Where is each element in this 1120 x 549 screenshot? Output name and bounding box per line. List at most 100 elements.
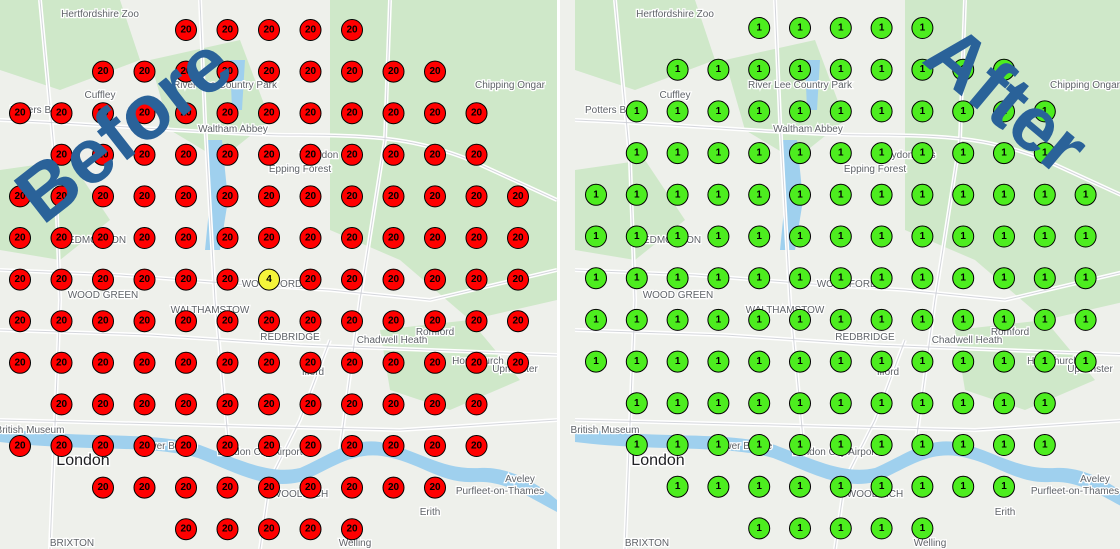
cluster-marker[interactable]: 20 bbox=[92, 310, 114, 333]
cluster-marker[interactable]: 1 bbox=[993, 225, 1015, 248]
cluster-marker[interactable]: 20 bbox=[382, 351, 405, 374]
cluster-marker[interactable]: 1 bbox=[911, 225, 934, 248]
cluster-marker[interactable]: 20 bbox=[424, 476, 446, 499]
cluster-marker[interactable]: 20 bbox=[507, 310, 529, 333]
cluster-marker[interactable]: 1 bbox=[625, 267, 648, 290]
cluster-marker[interactable]: 1 bbox=[870, 17, 893, 39]
cluster-marker[interactable]: 20 bbox=[424, 435, 446, 457]
cluster-marker[interactable]: 1 bbox=[625, 392, 648, 415]
cluster-marker[interactable]: 20 bbox=[9, 310, 31, 333]
cluster-marker[interactable]: 20 bbox=[424, 393, 446, 416]
cluster-marker[interactable]: 20 bbox=[465, 143, 488, 166]
cluster-marker[interactable]: 1 bbox=[585, 308, 607, 331]
cluster-marker[interactable]: 20 bbox=[258, 60, 280, 83]
cluster-marker[interactable]: 1 bbox=[748, 475, 771, 498]
cluster-marker[interactable]: 1 bbox=[789, 225, 811, 248]
cluster-marker[interactable]: 20 bbox=[341, 351, 363, 374]
cluster-marker[interactable]: 20 bbox=[258, 351, 280, 374]
cluster-marker[interactable]: 20 bbox=[258, 435, 280, 457]
cluster-marker[interactable]: 20 bbox=[133, 351, 156, 374]
cluster-marker[interactable]: 1 bbox=[952, 183, 975, 206]
cluster-marker[interactable]: 1 bbox=[911, 183, 934, 206]
cluster-marker[interactable]: 20 bbox=[50, 227, 73, 249]
cluster-marker[interactable]: 20 bbox=[216, 268, 239, 291]
cluster-marker[interactable]: 1 bbox=[829, 475, 852, 498]
cluster-marker[interactable]: 20 bbox=[258, 310, 280, 333]
cluster-marker[interactable]: 1 bbox=[625, 183, 648, 206]
cluster-marker[interactable]: 1 bbox=[993, 183, 1015, 206]
cluster-marker[interactable]: 20 bbox=[92, 185, 114, 208]
cluster-marker[interactable]: 20 bbox=[175, 60, 197, 83]
cluster-marker[interactable]: 1 bbox=[952, 100, 975, 123]
cluster-marker[interactable]: 1 bbox=[625, 308, 648, 331]
cluster-marker[interactable]: 1 bbox=[625, 225, 648, 248]
cluster-marker[interactable]: 1 bbox=[1033, 392, 1056, 415]
cluster-marker[interactable]: 1 bbox=[707, 100, 730, 123]
cluster-marker[interactable]: 20 bbox=[92, 393, 114, 416]
cluster-marker[interactable]: 20 bbox=[299, 60, 322, 83]
cluster-marker[interactable]: 20 bbox=[299, 518, 322, 541]
cluster-marker[interactable]: 1 bbox=[1074, 350, 1097, 373]
cluster-marker[interactable]: 1 bbox=[666, 434, 689, 456]
cluster-marker[interactable]: 1 bbox=[789, 392, 811, 415]
cluster-marker[interactable]: 20 bbox=[465, 393, 488, 416]
cluster-marker[interactable]: 1 bbox=[666, 392, 689, 415]
cluster-marker[interactable]: 1 bbox=[707, 350, 730, 373]
cluster-marker[interactable]: 1 bbox=[789, 183, 811, 206]
cluster-marker[interactable]: 1 bbox=[789, 17, 811, 39]
cluster-marker[interactable]: 20 bbox=[216, 476, 239, 499]
cluster-marker[interactable]: 20 bbox=[9, 268, 31, 291]
cluster-marker[interactable]: 1 bbox=[911, 142, 934, 165]
cluster-marker[interactable]: 1 bbox=[748, 392, 771, 415]
cluster-marker[interactable]: 20 bbox=[299, 19, 322, 41]
cluster-marker[interactable]: 1 bbox=[1033, 267, 1056, 290]
cluster-marker[interactable]: 20 bbox=[465, 351, 488, 374]
cluster-marker[interactable]: 20 bbox=[465, 268, 488, 291]
cluster-marker[interactable]: 20 bbox=[299, 310, 322, 333]
cluster-marker[interactable]: 1 bbox=[748, 434, 771, 456]
cluster-marker[interactable]: 20 bbox=[92, 227, 114, 249]
cluster-marker[interactable]: 20 bbox=[175, 185, 197, 208]
cluster-marker[interactable]: 1 bbox=[829, 392, 852, 415]
cluster-marker[interactable]: 20 bbox=[175, 268, 197, 291]
cluster-marker[interactable]: 20 bbox=[9, 435, 31, 457]
cluster-marker[interactable]: 1 bbox=[666, 225, 689, 248]
cluster-marker[interactable]: 20 bbox=[382, 435, 405, 457]
cluster-marker[interactable]: 1 bbox=[870, 58, 893, 81]
cluster-marker[interactable]: 20 bbox=[382, 476, 405, 499]
cluster-marker[interactable]: 20 bbox=[341, 310, 363, 333]
cluster-marker[interactable]: 1 bbox=[952, 475, 975, 498]
cluster-marker[interactable]: 1 bbox=[748, 183, 771, 206]
cluster-marker[interactable]: 1 bbox=[585, 183, 607, 206]
cluster-marker[interactable]: 20 bbox=[133, 102, 156, 125]
cluster-marker[interactable]: 20 bbox=[9, 102, 31, 125]
cluster-marker[interactable]: 20 bbox=[341, 393, 363, 416]
cluster-marker[interactable]: 1 bbox=[666, 100, 689, 123]
cluster-marker[interactable]: 20 bbox=[9, 227, 31, 249]
cluster-marker[interactable]: 20 bbox=[175, 19, 197, 41]
cluster-marker[interactable]: 1 bbox=[748, 308, 771, 331]
cluster-marker[interactable]: 1 bbox=[993, 434, 1015, 456]
cluster-marker[interactable]: 1 bbox=[911, 17, 934, 39]
cluster-marker[interactable]: 1 bbox=[911, 58, 934, 81]
cluster-marker[interactable]: 20 bbox=[299, 143, 322, 166]
cluster-marker[interactable]: 20 bbox=[92, 476, 114, 499]
cluster-marker[interactable]: 20 bbox=[424, 143, 446, 166]
cluster-marker[interactable]: 20 bbox=[341, 19, 363, 41]
cluster-marker[interactable]: 1 bbox=[952, 308, 975, 331]
cluster-marker[interactable]: 20 bbox=[258, 185, 280, 208]
cluster-marker[interactable]: 1 bbox=[911, 392, 934, 415]
cluster-marker[interactable]: 20 bbox=[175, 435, 197, 457]
cluster-marker[interactable]: 1 bbox=[1074, 225, 1097, 248]
cluster-marker[interactable]: 1 bbox=[789, 517, 811, 540]
cluster-marker[interactable]: 20 bbox=[216, 435, 239, 457]
cluster-marker[interactable]: 1 bbox=[666, 142, 689, 165]
cluster-marker[interactable]: 1 bbox=[625, 350, 648, 373]
cluster-marker[interactable]: 1 bbox=[829, 142, 852, 165]
cluster-marker[interactable]: 4 bbox=[258, 268, 280, 291]
cluster-marker[interactable]: 20 bbox=[92, 435, 114, 457]
cluster-marker[interactable]: 1 bbox=[789, 434, 811, 456]
cluster-marker[interactable]: 20 bbox=[92, 102, 114, 125]
cluster-marker[interactable]: 1 bbox=[829, 100, 852, 123]
cluster-marker[interactable]: 1 bbox=[952, 142, 975, 165]
